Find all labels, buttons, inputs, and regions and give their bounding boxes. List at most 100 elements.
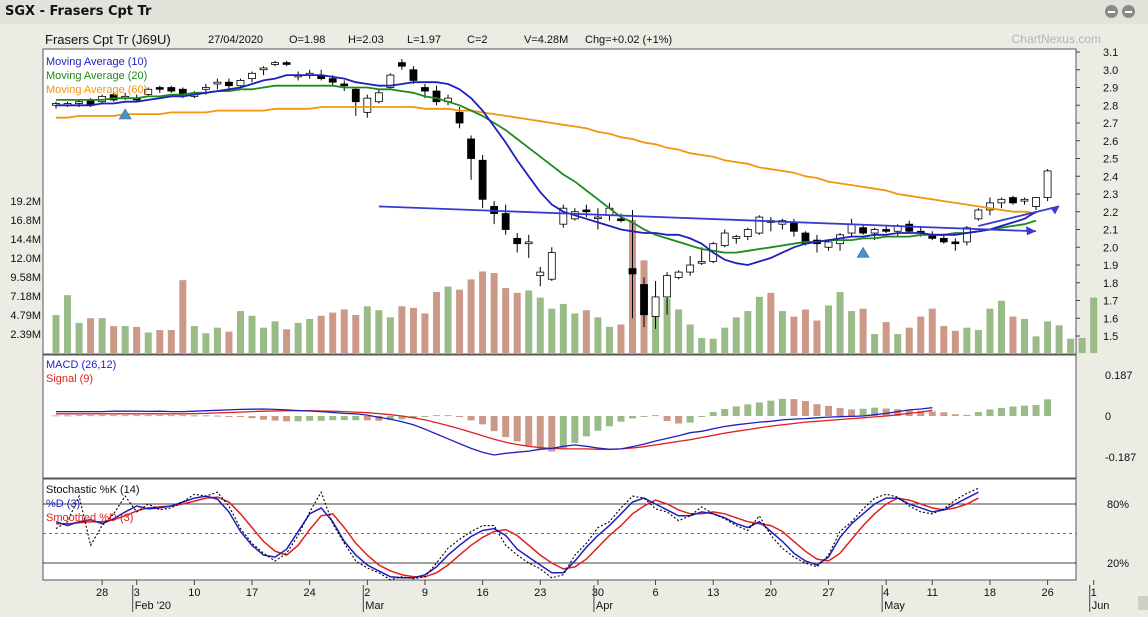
month-tick-label: May bbox=[884, 600, 905, 612]
candle-body bbox=[617, 218, 625, 222]
minimize-icon[interactable] bbox=[1105, 5, 1118, 18]
trendline-arrow bbox=[1026, 226, 1037, 236]
macd-histogram-bar bbox=[871, 407, 879, 416]
volume-bar bbox=[940, 326, 948, 353]
volume-bar bbox=[732, 317, 740, 353]
macd-histogram-bar bbox=[951, 414, 959, 416]
candle-body bbox=[167, 87, 176, 92]
volume-bar bbox=[87, 318, 95, 353]
volume-bar bbox=[283, 329, 291, 353]
macd-histogram-bar bbox=[594, 416, 602, 431]
macd-histogram-bar bbox=[133, 415, 141, 417]
candle-body bbox=[421, 87, 429, 92]
volume-bar bbox=[167, 330, 175, 353]
volume-bar bbox=[986, 308, 994, 353]
candle-body bbox=[340, 83, 349, 87]
volume-bar bbox=[801, 309, 809, 353]
macd-histogram-bar bbox=[1044, 399, 1052, 416]
volume-bar bbox=[721, 327, 729, 353]
volume-bar bbox=[559, 303, 567, 353]
volume-bar bbox=[582, 310, 590, 353]
volume-bar bbox=[605, 326, 613, 353]
macd-histogram-bar bbox=[617, 416, 625, 422]
macd-panel bbox=[42, 354, 1077, 479]
macd-histogram-bar bbox=[1009, 406, 1017, 416]
date-tick-label: 20 bbox=[765, 587, 777, 599]
macd-histogram-bar bbox=[721, 408, 729, 416]
volume-bar bbox=[421, 313, 429, 353]
macd-histogram-bar bbox=[859, 408, 867, 416]
macd-histogram-bar bbox=[894, 409, 902, 416]
price-tick-label: 1.8 bbox=[1103, 278, 1118, 290]
candle-body bbox=[743, 229, 752, 237]
buy-signal-marker bbox=[118, 108, 132, 120]
volume-bar bbox=[490, 273, 498, 353]
volume-bar bbox=[236, 311, 244, 353]
volume-bar bbox=[133, 326, 141, 353]
volume-bar bbox=[1067, 338, 1075, 353]
macd-histogram-bar bbox=[64, 415, 72, 417]
volume-bar bbox=[179, 280, 187, 353]
volume-bar bbox=[882, 322, 890, 353]
candle-body bbox=[1020, 198, 1029, 202]
macd-histogram-bar bbox=[283, 416, 291, 422]
candle-body bbox=[651, 296, 660, 317]
candle-body bbox=[859, 227, 867, 234]
macd-histogram-bar bbox=[974, 412, 982, 416]
candle-body bbox=[513, 237, 522, 245]
volume-bar bbox=[813, 320, 821, 353]
minimize-icon-2[interactable] bbox=[1122, 5, 1135, 18]
stock-chart: 3.1 3.0 2.9 2.8 2.7 2.6 2.5 2.4 2.3 2.2 2.1 2.0 1.9 1… bbox=[0, 24, 1148, 617]
macd-line bbox=[56, 407, 933, 456]
volume-bar bbox=[260, 327, 268, 353]
macd-histogram-bar bbox=[317, 416, 325, 421]
macd-histogram-bar bbox=[675, 416, 683, 424]
macd-histogram-bar bbox=[525, 416, 533, 446]
volume-bar bbox=[144, 332, 152, 353]
candle-body bbox=[1009, 197, 1017, 204]
volume-bar bbox=[663, 298, 671, 353]
volume-bar bbox=[409, 307, 417, 353]
candle-body bbox=[986, 202, 994, 211]
volume-bar bbox=[871, 334, 879, 353]
volume-bar bbox=[686, 324, 694, 353]
macd-histogram-bar bbox=[236, 416, 244, 417]
volume-bar bbox=[698, 337, 706, 353]
buy-signal-marker bbox=[856, 246, 870, 258]
info-date: 27/04/2020 bbox=[208, 34, 263, 46]
date-tick-label: 1 bbox=[1091, 587, 1097, 599]
macd-histogram-bar bbox=[398, 416, 406, 420]
candle-body bbox=[870, 229, 879, 234]
macd-histogram-bar bbox=[848, 409, 856, 416]
scroll-handle[interactable] bbox=[1138, 596, 1148, 610]
volume-bar bbox=[352, 315, 360, 353]
legend-ma10: Moving Average (10) bbox=[46, 56, 147, 68]
date-tick-label: 11 bbox=[927, 587, 938, 599]
volume-bar bbox=[963, 327, 971, 353]
window-title: SGX - Frasers Cpt Tr bbox=[5, 4, 152, 19]
price-tick-label: 2.4 bbox=[1103, 171, 1118, 183]
info-change: Chg=+0.02 (+1%) bbox=[585, 34, 672, 46]
macd-histogram-bar bbox=[917, 410, 925, 416]
volume-tick-label: 9.58M bbox=[10, 272, 41, 284]
volume-tick-label: 16.8M bbox=[10, 215, 41, 227]
candle-body bbox=[663, 275, 671, 298]
volume-bar bbox=[202, 333, 210, 353]
volume-bar bbox=[1032, 336, 1040, 353]
macd-histogram-bar bbox=[248, 416, 256, 419]
volume-bar bbox=[836, 292, 844, 353]
macd-histogram-bar bbox=[306, 416, 314, 421]
volume-bar bbox=[709, 338, 717, 353]
volume-bar bbox=[951, 330, 959, 353]
macd-histogram-bar bbox=[709, 412, 717, 416]
macd-histogram-bar bbox=[755, 402, 763, 416]
price-tick-label: 2.8 bbox=[1103, 100, 1118, 112]
stoch-tick-label: 80% bbox=[1107, 499, 1129, 511]
date-tick-label: 3 bbox=[134, 587, 140, 599]
macd-histogram-bar bbox=[686, 416, 694, 423]
price-tick-label: 3.1 bbox=[1103, 47, 1118, 59]
macd-histogram-bar bbox=[167, 415, 175, 417]
volume-bar bbox=[790, 316, 798, 353]
info-open: O=1.98 bbox=[289, 34, 325, 46]
candle-body bbox=[225, 81, 233, 87]
